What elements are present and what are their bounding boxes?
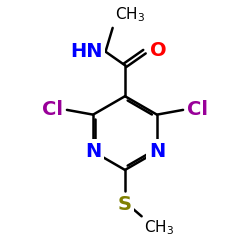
Text: CH$_3$: CH$_3$ — [144, 219, 174, 238]
Text: Cl: Cl — [42, 100, 63, 119]
Text: HN: HN — [70, 42, 103, 61]
Text: N: N — [149, 142, 165, 161]
Text: S: S — [118, 195, 132, 214]
Text: CH$_3$: CH$_3$ — [115, 6, 145, 24]
Text: N: N — [85, 142, 101, 161]
Text: Cl: Cl — [187, 100, 208, 119]
Text: O: O — [150, 41, 166, 60]
